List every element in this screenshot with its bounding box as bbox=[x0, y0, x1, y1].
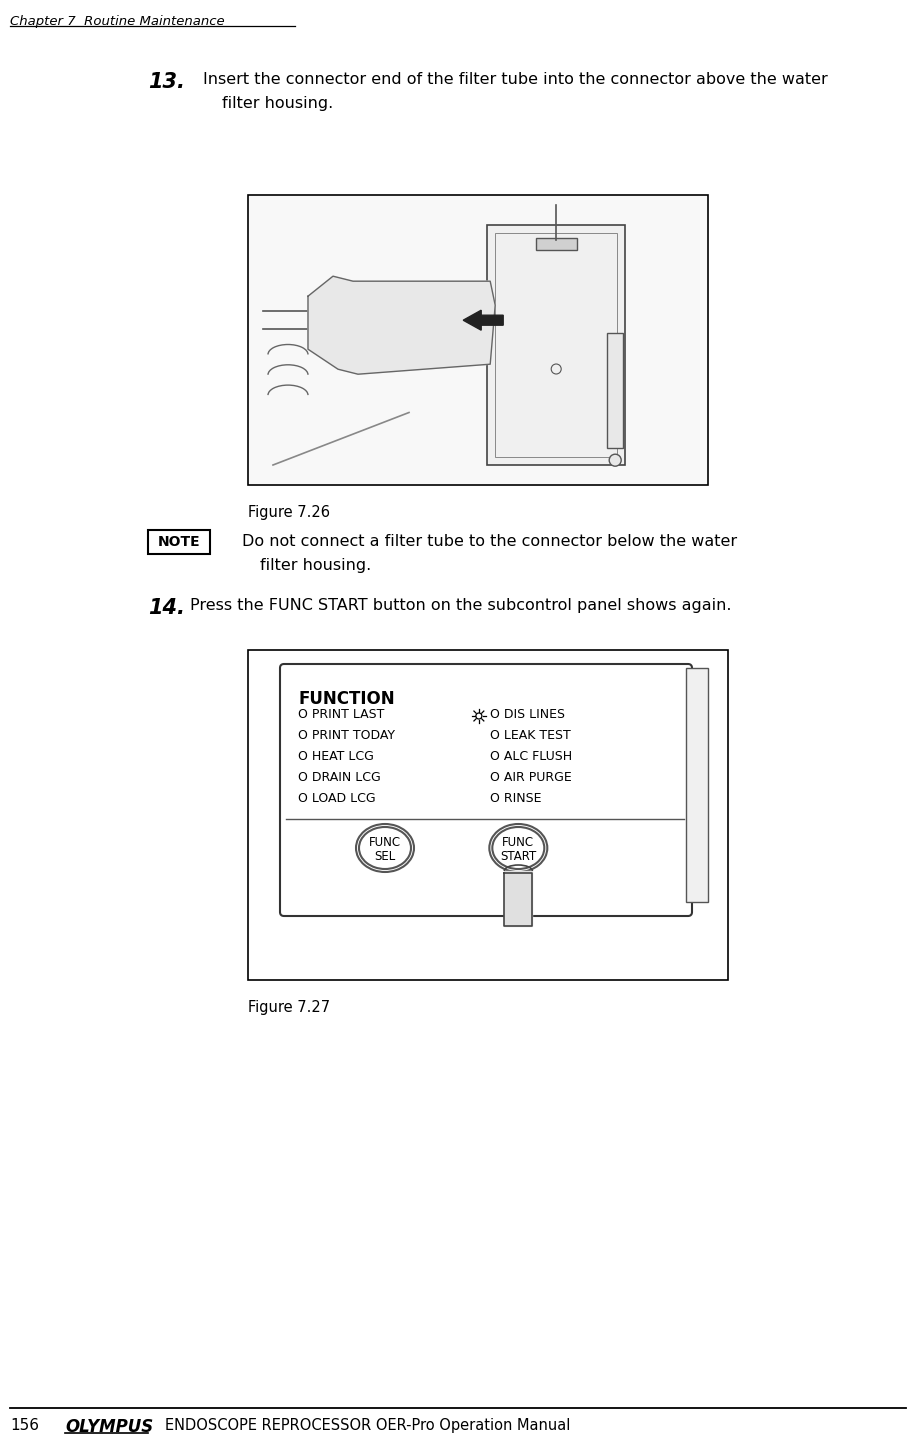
Text: O HEAT LCG: O HEAT LCG bbox=[298, 750, 374, 763]
Text: O LEAK TEST: O LEAK TEST bbox=[490, 728, 571, 741]
Text: ENDOSCOPE REPROCESSOR OER-Pro Operation Manual: ENDOSCOPE REPROCESSOR OER-Pro Operation … bbox=[165, 1418, 571, 1433]
Text: O DIS LINES: O DIS LINES bbox=[490, 708, 565, 721]
Text: O ALC FLUSH: O ALC FLUSH bbox=[490, 750, 572, 763]
Text: SEL: SEL bbox=[375, 849, 396, 862]
Text: O RINSE: O RINSE bbox=[490, 792, 541, 804]
Text: filter housing.: filter housing. bbox=[260, 558, 371, 574]
Bar bbox=[496, 232, 617, 457]
Text: O PRINT LAST: O PRINT LAST bbox=[298, 708, 385, 721]
Text: OLYMPUS: OLYMPUS bbox=[65, 1418, 153, 1434]
Bar bbox=[248, 195, 708, 485]
Text: filter housing.: filter housing. bbox=[222, 96, 333, 110]
Text: Figure 7.26: Figure 7.26 bbox=[248, 505, 330, 521]
Bar bbox=[248, 650, 728, 979]
Text: NOTE: NOTE bbox=[158, 535, 201, 549]
FancyBboxPatch shape bbox=[280, 664, 692, 916]
Text: FUNC: FUNC bbox=[369, 836, 401, 849]
Bar bbox=[249, 196, 707, 485]
Text: O PRINT TODAY: O PRINT TODAY bbox=[298, 728, 395, 741]
Polygon shape bbox=[463, 310, 503, 330]
Text: O AIR PURGE: O AIR PURGE bbox=[490, 771, 572, 784]
Text: O DRAIN LCG: O DRAIN LCG bbox=[298, 771, 381, 784]
Text: START: START bbox=[500, 849, 537, 862]
Polygon shape bbox=[505, 870, 532, 926]
Text: FUNCTION: FUNCTION bbox=[298, 690, 395, 708]
Text: 156: 156 bbox=[10, 1418, 39, 1433]
Bar bbox=[487, 225, 626, 465]
Bar bbox=[465, 307, 487, 334]
Bar bbox=[148, 531, 210, 554]
Text: Do not connect a filter tube to the connector below the water: Do not connect a filter tube to the conn… bbox=[242, 533, 737, 549]
Bar bbox=[686, 668, 708, 902]
Circle shape bbox=[609, 455, 621, 466]
Text: Figure 7.27: Figure 7.27 bbox=[248, 999, 330, 1015]
Text: 14.: 14. bbox=[148, 598, 185, 618]
Text: O LOAD LCG: O LOAD LCG bbox=[298, 792, 376, 804]
Text: Press the FUNC START button on the subcontrol panel shows again.: Press the FUNC START button on the subco… bbox=[190, 598, 732, 612]
Text: Insert the connector end of the filter tube into the connector above the water: Insert the connector end of the filter t… bbox=[203, 72, 828, 87]
Text: Chapter 7  Routine Maintenance: Chapter 7 Routine Maintenance bbox=[10, 14, 224, 29]
Bar bbox=[536, 238, 577, 250]
Bar bbox=[607, 333, 623, 449]
Text: FUNC: FUNC bbox=[502, 836, 534, 849]
Polygon shape bbox=[308, 277, 496, 374]
Text: 13.: 13. bbox=[148, 72, 185, 92]
